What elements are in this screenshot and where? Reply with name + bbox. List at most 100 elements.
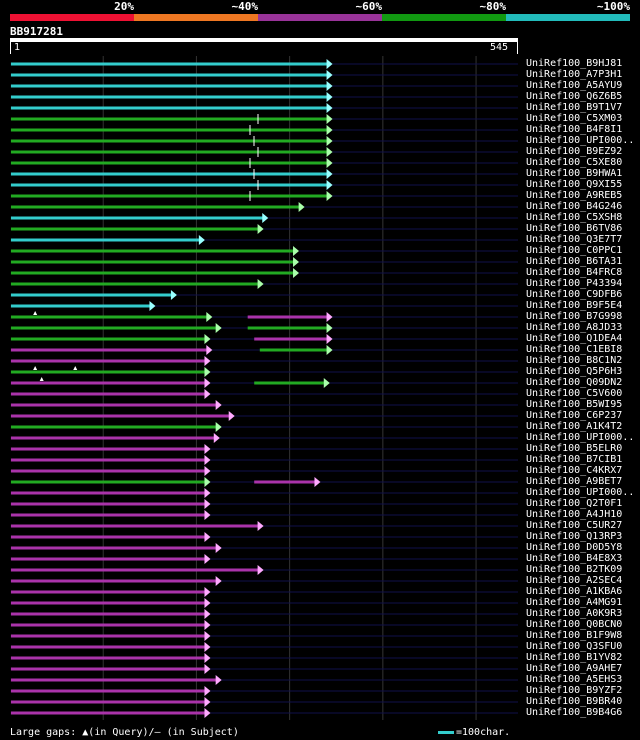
alignment-arrowhead xyxy=(293,268,300,278)
alignment-arrowhead xyxy=(204,642,211,652)
alignment-arrowhead xyxy=(326,345,333,355)
hit-label[interactable]: UniRef100_A1KBA6 xyxy=(526,586,623,597)
hit-label[interactable]: UniRef100_B9BR40 xyxy=(526,696,623,707)
alignment-arrowhead xyxy=(326,59,333,69)
alignment-arrowhead xyxy=(204,697,211,707)
hit-label[interactable]: UniRef100_B2TK09 xyxy=(526,564,623,575)
hit-label[interactable]: UniRef100_C5V600 xyxy=(526,388,623,399)
hit-label[interactable]: UniRef100_C6P237 xyxy=(526,410,623,421)
hit-label[interactable]: UniRef100_B9YZF2 xyxy=(526,685,623,696)
alignment-arrowhead xyxy=(326,334,333,344)
legend-segment xyxy=(134,14,258,21)
hit-label[interactable]: UniRef100_B9T1V7 xyxy=(526,102,623,113)
hit-label[interactable]: UniRef100_A1K4T2 xyxy=(526,421,623,432)
hit-label[interactable]: UniRef100_A8JD33 xyxy=(526,322,623,333)
gap-note-subject: (in Subject) xyxy=(166,727,239,738)
hit-label[interactable]: UniRef100_A7P3H1 xyxy=(526,69,623,80)
hit-label[interactable]: UniRef100_Q3E7T7 xyxy=(526,234,623,245)
hit-label[interactable]: UniRef100_Q1DEA4 xyxy=(526,333,623,344)
hit-label[interactable]: UniRef100_B4FRC8 xyxy=(526,267,623,278)
hit-label[interactable]: UniRef100_B9B4G6 xyxy=(526,707,623,718)
hit-label[interactable]: UniRef100_Q3SFU0 xyxy=(526,641,623,652)
hit-label[interactable]: UniRef100_Q6Z6B5 xyxy=(526,91,623,102)
alignment-arrowhead xyxy=(204,334,211,344)
alignment-arrowhead xyxy=(326,147,333,157)
hit-label[interactable]: UniRef100_B6TA31 xyxy=(526,256,623,267)
alignment-arrowhead xyxy=(204,455,211,465)
alignment-arrowhead xyxy=(257,224,264,234)
hit-label[interactable]: UniRef100_P43394 xyxy=(526,278,623,289)
hit-label[interactable]: UniRef100_Q09DN2 xyxy=(526,377,623,388)
alignment-arrowhead xyxy=(326,158,333,168)
query-gap-mark xyxy=(73,366,78,370)
hit-label[interactable]: UniRef100_B8C1N2 xyxy=(526,355,623,366)
hit-label[interactable]: UniRef100_B1F9W8 xyxy=(526,630,623,641)
hit-label[interactable]: UniRef100_Q13RP3 xyxy=(526,531,623,542)
hit-label[interactable]: UniRef100_A4JH10 xyxy=(526,509,623,520)
alignment-arrowhead xyxy=(298,202,305,212)
hit-label[interactable]: UniRef100_A9BET7 xyxy=(526,476,623,487)
hit-label[interactable]: UniRef100_A2SEC4 xyxy=(526,575,623,586)
hit-label[interactable]: UniRef100_D0D5Y8 xyxy=(526,542,623,553)
hit-label[interactable]: UniRef100_C0PPC1 xyxy=(526,245,623,256)
hit-label[interactable]: UniRef100_Q5P6H3 xyxy=(526,366,623,377)
hit-label[interactable]: UniRef100_A9REB5 xyxy=(526,190,623,201)
alignment-arrowhead xyxy=(293,257,300,267)
hit-label[interactable]: UniRef100_Q0BCN0 xyxy=(526,619,623,630)
hit-label[interactable]: UniRef100_B5WI95 xyxy=(526,399,623,410)
hit-label[interactable]: UniRef100_B5ELR0 xyxy=(526,443,623,454)
hit-label[interactable]: UniRef100_B7G998 xyxy=(526,311,623,322)
query-end: 545 xyxy=(490,42,509,53)
hit-label[interactable]: UniRef100_C5XSH8 xyxy=(526,212,623,223)
hit-label[interactable]: UniRef100_UPI000.. xyxy=(526,135,635,146)
gap-note: Large gaps: ▲(in Query)/— (in Subject) xyxy=(10,727,239,738)
hit-label[interactable]: UniRef100_C4KRX7 xyxy=(526,465,623,476)
alignment-arrowhead xyxy=(204,444,211,454)
alignment-arrowhead xyxy=(204,389,211,399)
hit-label[interactable]: UniRef100_B9HWA1 xyxy=(526,168,623,179)
alignment-arrowhead xyxy=(262,213,269,223)
alignment-arrowhead xyxy=(204,477,211,487)
hit-label[interactable]: UniRef100_C9DFB6 xyxy=(526,289,623,300)
hit-label[interactable]: UniRef100_B9EZ92 xyxy=(526,146,623,157)
alignment-arrowhead xyxy=(326,70,333,80)
hit-label[interactable]: UniRef100_B6TV86 xyxy=(526,223,623,234)
hit-label[interactable]: UniRef100_B4F8I1 xyxy=(526,124,623,135)
alignment-arrowhead xyxy=(204,587,211,597)
alignment-arrowhead xyxy=(204,554,211,564)
alignment-arrowhead xyxy=(204,609,211,619)
hit-label[interactable]: UniRef100_A9AHE7 xyxy=(526,663,623,674)
hit-label[interactable]: UniRef100_UPI000.. xyxy=(526,432,635,443)
hit-label[interactable]: UniRef100_A4MG91 xyxy=(526,597,623,608)
hit-label[interactable]: UniRef100_B7CIB1 xyxy=(526,454,623,465)
hit-label[interactable]: UniRef100_B9F5E4 xyxy=(526,300,623,311)
alignment-arrowhead xyxy=(323,378,330,388)
alignment-arrowhead xyxy=(326,191,333,201)
hit-label[interactable]: UniRef100_C5XM03 xyxy=(526,113,623,124)
identity-legend: 20% ~40% ~60% ~80% ~100% xyxy=(10,0,630,22)
hit-label[interactable]: UniRef100_A5AYU9 xyxy=(526,80,623,91)
alignment-arrowhead xyxy=(326,312,333,322)
hit-label[interactable]: UniRef100_B1YV82 xyxy=(526,652,623,663)
alignment-arrowhead xyxy=(257,565,264,575)
hit-label[interactable]: UniRef100_C5UR27 xyxy=(526,520,623,531)
alignment-arrowhead xyxy=(293,246,300,256)
hit-label[interactable]: UniRef100_Q2T0F1 xyxy=(526,498,623,509)
hit-label[interactable]: UniRef100_B4G246 xyxy=(526,201,623,212)
hit-label[interactable]: UniRef100_C5XE80 xyxy=(526,157,623,168)
alignment-arrowhead xyxy=(204,598,211,608)
hit-label[interactable]: UniRef100_C1EBI8 xyxy=(526,344,623,355)
hit-label[interactable]: UniRef100_A0K9R3 xyxy=(526,608,623,619)
alignment-arrowhead xyxy=(326,169,333,179)
hit-label[interactable]: UniRef100_B9HJ81 xyxy=(526,58,623,69)
query-end-tick xyxy=(517,42,518,54)
alignment-arrowhead xyxy=(215,543,222,553)
alignment-arrowhead xyxy=(257,279,264,289)
scale-swatch xyxy=(438,730,454,734)
hit-label[interactable]: UniRef100_A5EHS3 xyxy=(526,674,623,685)
hit-label[interactable]: UniRef100_Q9XI55 xyxy=(526,179,623,190)
hit-label[interactable]: UniRef100_UPI000.. xyxy=(526,487,635,498)
alignment-arrowhead xyxy=(215,400,222,410)
hit-label[interactable]: UniRef100_B4E8X3 xyxy=(526,553,623,564)
